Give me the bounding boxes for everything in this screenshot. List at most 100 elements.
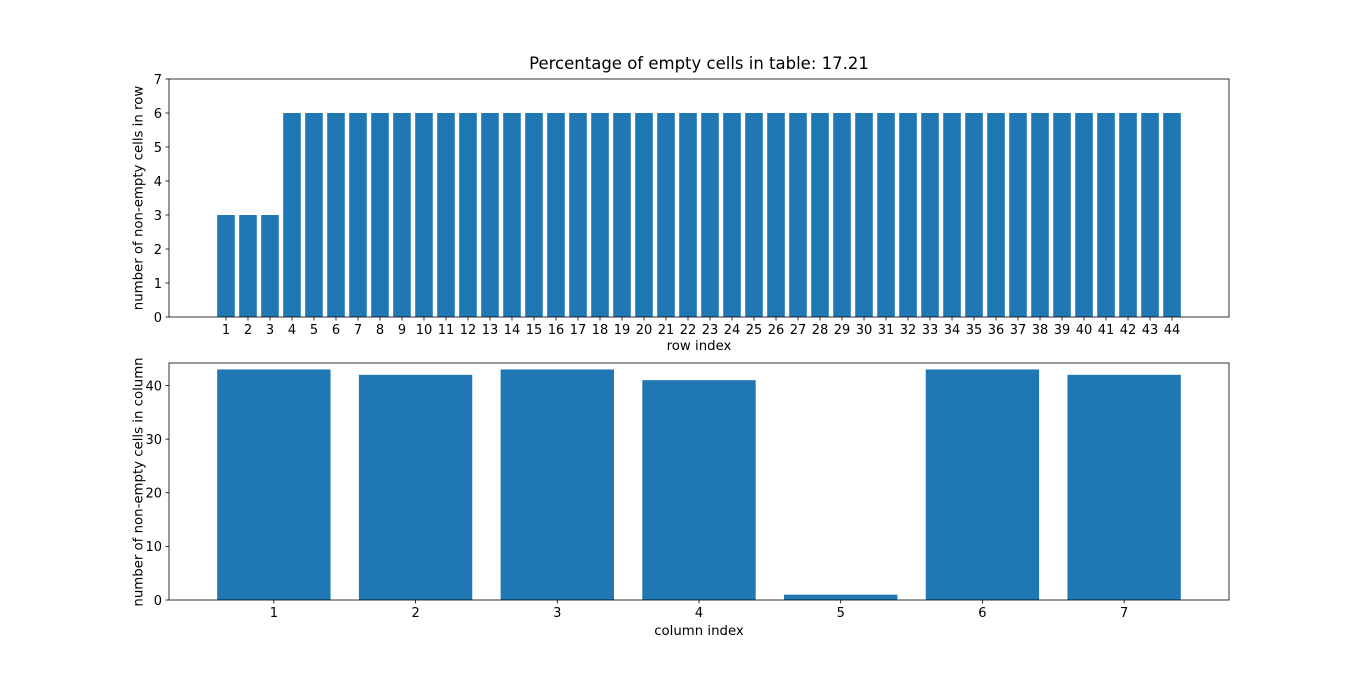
y-tick-label: 20 [145,487,162,502]
bar [239,215,257,317]
y-tick-label: 40 [145,379,162,394]
bar [701,113,719,317]
bar [217,215,235,317]
y-tick-label: 0 [154,594,162,609]
x-tick-label: 3 [266,323,274,338]
x-tick-label: 19 [614,323,631,338]
bar [305,113,323,317]
x-tick-label: 7 [354,323,362,338]
axes-frame [168,78,1230,318]
x-tick-label: 36 [988,323,1005,338]
x-tick-label: 3 [553,606,561,621]
row-chart-title: Percentage of empty cells in table: 17.2… [529,54,869,73]
x-tick-label: 2 [244,323,252,338]
bar [925,369,1040,600]
axes-frame [168,362,1230,601]
x-tick-label: 25 [746,323,763,338]
x-tick-label: 32 [900,323,917,338]
bar [1031,113,1049,317]
x-tick-label: 5 [837,606,845,621]
x-tick-label: 41 [1098,323,1115,338]
bar [500,369,614,600]
bar [371,113,389,317]
y-tick-label: 5 [154,141,162,156]
row-chart-xlabel: row index [666,339,732,354]
bar [327,113,345,317]
row-chart-plot: 1 2 3 4 5 6 7 8 9 10 11 12 13 14 15 16 17 18 19 20 21 22 23 24 2… [154,73,1230,338]
x-tick-label: 44 [1164,323,1181,338]
x-tick-label: 8 [376,323,384,338]
x-tick-label: 23 [702,323,719,338]
bar [591,113,609,317]
x-tick-label: 42 [1120,323,1137,338]
y-tick-label: 7 [154,73,162,88]
x-tick-label: 6 [332,323,340,338]
bar [921,113,939,317]
x-tick-label: 20 [636,323,653,338]
bar [987,113,1005,317]
bar [1009,113,1027,317]
bar [965,113,983,317]
x-tick-label: 13 [482,323,499,338]
x-tick-label: 5 [310,323,318,338]
bar [657,113,675,317]
bar [899,113,917,317]
bar [569,113,587,317]
x-tick-label: 22 [680,323,697,338]
x-tick-label: 11 [438,323,455,338]
bar [784,594,898,600]
y-tick-label: 0 [154,311,162,326]
x-tick-label: 33 [922,323,939,338]
bar [283,113,301,317]
bar [393,113,411,317]
x-tick-label: 4 [288,323,296,338]
x-tick-label: 16 [548,323,565,338]
x-tick-label: 15 [526,323,543,338]
x-tick-label: 30 [856,323,873,338]
bar [1053,113,1071,317]
bar [437,113,455,317]
x-tick-label: 17 [570,323,587,338]
bar [811,113,829,317]
bar [1141,113,1159,317]
bar [525,113,543,317]
y-tick-label: 3 [154,209,162,224]
bar [1097,113,1115,317]
bar [547,113,565,317]
bar [745,113,763,317]
bar [767,113,785,317]
x-tick-label: 18 [592,323,609,338]
x-tick-label: 35 [966,323,983,338]
bar [877,113,895,317]
y-tick-label: 2 [154,243,162,258]
bar [642,380,756,600]
bar [1163,113,1181,317]
x-tick-label: 24 [724,323,741,338]
x-tick-label: 2 [411,606,419,621]
x-tick-label: 39 [1054,323,1071,338]
x-tick-label: 43 [1142,323,1159,338]
x-tick-label: 10 [416,323,433,338]
bar [1075,113,1093,317]
bar [459,113,477,317]
bar [613,113,631,317]
bar [217,369,331,600]
bar [358,374,473,600]
x-tick-label: 40 [1076,323,1093,338]
bar [833,113,851,317]
y-tick-label: 10 [145,540,162,555]
x-tick-label: 14 [504,323,521,338]
column-chart-xlabel: column index [654,624,744,639]
y-tick-label: 6 [154,107,162,122]
x-tick-label: 1 [270,606,278,621]
x-tick-label: 26 [768,323,785,338]
column-chart-plot: 1 2 3 4 5 6 7 0 10 20 30 40 [145,362,1230,621]
bar [679,113,697,317]
bar [789,113,807,317]
bar [261,215,279,317]
bar [349,113,367,317]
x-tick-label: 4 [695,606,703,621]
x-tick-label: 21 [658,323,675,338]
